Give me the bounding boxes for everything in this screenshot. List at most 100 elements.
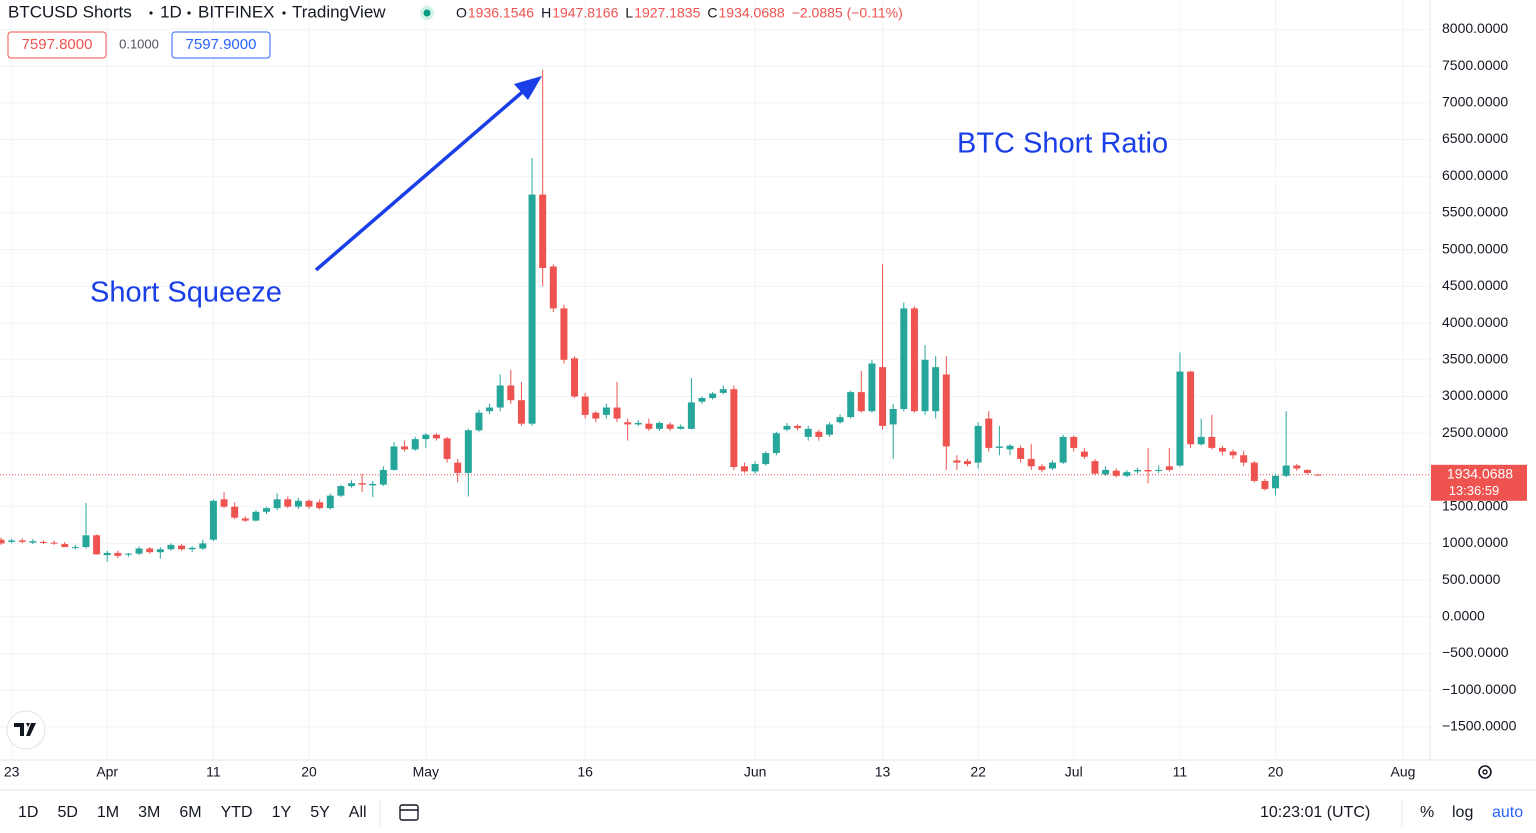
candle-body xyxy=(1240,455,1248,463)
candle-body xyxy=(1017,447,1025,459)
candle-body xyxy=(71,547,79,549)
candle-body xyxy=(772,433,780,454)
range-button[interactable]: 1M xyxy=(97,804,119,821)
settings-icon[interactable] xyxy=(1478,765,1492,779)
candle-body xyxy=(50,542,58,544)
percent-toggle[interactable]: % xyxy=(1420,804,1434,821)
range-button[interactable]: YTD xyxy=(221,804,253,821)
settings-icon-center xyxy=(1482,769,1488,775)
candle-body xyxy=(1006,445,1014,450)
candle-body xyxy=(634,422,642,425)
ohlc-label: O xyxy=(456,5,467,21)
y-tick-label: −1000.0000 xyxy=(1442,681,1517,697)
candle-body xyxy=(698,397,706,402)
candle-body xyxy=(879,367,887,426)
y-tick-label: −1500.0000 xyxy=(1442,718,1517,734)
ask-box[interactable] xyxy=(171,31,271,59)
candle-body xyxy=(656,422,664,429)
candle-body xyxy=(146,548,154,553)
candle-body xyxy=(326,495,334,509)
symbol[interactable]: BTCUSD Shorts xyxy=(8,2,132,21)
candle-body xyxy=(8,540,16,542)
candle-body xyxy=(953,460,961,463)
y-tick-label: 7500.0000 xyxy=(1442,57,1508,73)
candle-body xyxy=(677,426,685,429)
range-button[interactable]: 5D xyxy=(57,804,77,821)
candle-body xyxy=(411,439,419,450)
candle-body xyxy=(454,462,462,473)
bid-box[interactable] xyxy=(7,31,107,59)
candle-body xyxy=(1303,469,1311,473)
candle-body xyxy=(1187,371,1195,445)
y-tick-label: 3000.0000 xyxy=(1442,387,1508,403)
candle-body xyxy=(199,543,207,549)
y-tick-label: 0.0000 xyxy=(1442,608,1485,624)
candle-body xyxy=(167,544,175,550)
grid xyxy=(0,0,1430,760)
y-tick-label: 4000.0000 xyxy=(1442,314,1508,330)
ask[interactable]: 7597.9000 xyxy=(186,36,257,53)
candle-body xyxy=(61,544,69,548)
candle-body xyxy=(29,541,37,543)
candle-body xyxy=(1091,461,1099,474)
x-tick-label: 22 xyxy=(970,764,986,780)
candle-body xyxy=(645,423,653,429)
candle-body xyxy=(857,392,865,412)
x-tick-label: Aug xyxy=(1391,764,1416,780)
candle-body xyxy=(114,552,122,556)
interval[interactable]: 1D xyxy=(160,2,182,21)
x-tick-label: 23 xyxy=(4,764,20,780)
candle-body xyxy=(1155,469,1163,471)
candle-body xyxy=(241,518,249,521)
candle-body xyxy=(974,425,982,463)
candle-body xyxy=(443,438,451,459)
log-toggle[interactable]: log xyxy=(1452,804,1473,821)
candle-body xyxy=(475,412,483,431)
auto-toggle[interactable]: auto xyxy=(1492,804,1523,821)
candle-body xyxy=(1059,436,1067,463)
x-tick-label: 16 xyxy=(577,764,593,780)
range-button[interactable]: 3M xyxy=(138,804,160,821)
status-dot[interactable] xyxy=(423,9,431,17)
candle-body xyxy=(1133,469,1141,472)
bid[interactable]: 7597.8000 xyxy=(22,36,93,53)
candle-body xyxy=(103,552,111,556)
candle-body xyxy=(209,500,217,540)
candle-body xyxy=(1250,462,1258,481)
candle-body xyxy=(517,400,525,424)
candle-body xyxy=(464,430,472,473)
candle-body xyxy=(666,424,674,429)
candle-body xyxy=(730,389,738,468)
range-button[interactable]: All xyxy=(349,804,367,821)
candle-body xyxy=(1272,475,1280,489)
ohlc-legend: O 1936.1546 H 1947.8166 L 1927.1835 C 1934.0688… xyxy=(456,5,903,21)
range-button[interactable]: 1Y xyxy=(272,804,292,821)
x-tick-label: 20 xyxy=(301,764,317,780)
range-button[interactable]: 1D xyxy=(18,804,38,821)
candle-body xyxy=(390,446,398,470)
candle-body xyxy=(751,464,759,472)
candle-body xyxy=(1261,480,1269,490)
date-range-icon[interactable] xyxy=(399,804,419,821)
clock[interactable]: 10:23:01 (UTC) xyxy=(1260,804,1370,821)
candle-body xyxy=(252,511,260,521)
separator xyxy=(282,11,286,15)
range-button[interactable]: 5Y xyxy=(310,804,330,821)
logo-badge[interactable] xyxy=(6,710,46,750)
last-price: 1934.0688 xyxy=(1447,465,1513,481)
candle-body xyxy=(401,446,409,450)
arrow-head xyxy=(514,76,542,100)
x-tick-label: May xyxy=(413,764,439,780)
ohlc-label: L xyxy=(625,5,633,21)
candle-body xyxy=(188,547,196,550)
range-button[interactable]: 6M xyxy=(179,804,201,821)
ohlc-label: C xyxy=(707,5,717,21)
candle-body xyxy=(1314,474,1322,476)
candle-body xyxy=(93,535,101,555)
x-tick-label: Apr xyxy=(96,764,118,780)
y-tick-label: 6000.0000 xyxy=(1442,167,1508,183)
candle-body xyxy=(762,453,770,465)
candle-body xyxy=(571,358,579,397)
